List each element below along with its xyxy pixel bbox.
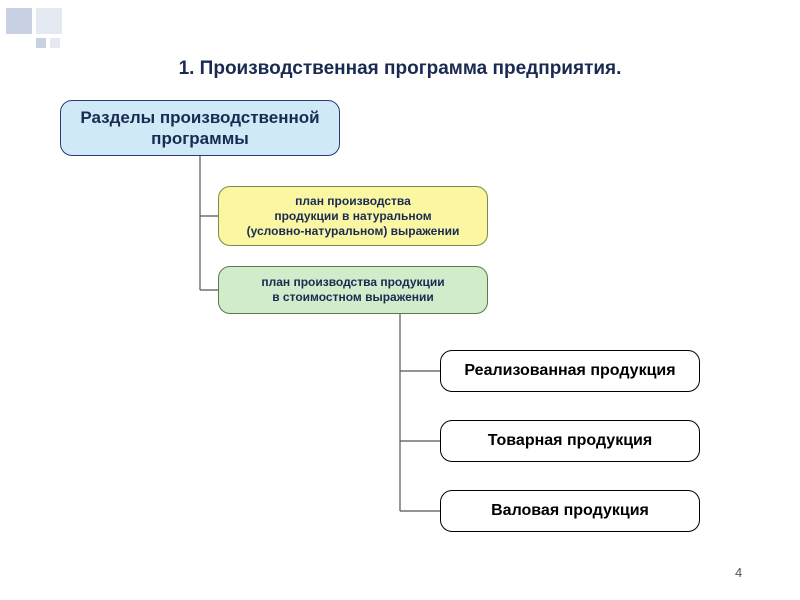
decor-square	[36, 38, 46, 48]
node-root: Разделы производственнойпрограммы	[60, 100, 340, 156]
node-line: Товарная продукция	[488, 431, 652, 451]
node-commodity: Товарная продукция	[440, 420, 700, 462]
decor-square	[6, 8, 32, 34]
node-plan_value: план производства продукциив стоимостном…	[218, 266, 488, 314]
node-line: продукции в натуральном	[274, 209, 431, 224]
decor-square	[50, 38, 60, 48]
node-line: Разделы производственной	[80, 107, 319, 128]
node-line: в стоимостном выражении	[272, 290, 434, 305]
slide-number: 4	[735, 565, 742, 580]
node-line: план производства	[295, 194, 411, 209]
node-gross: Валовая продукция	[440, 490, 700, 532]
node-realized: Реализованная продукция	[440, 350, 700, 392]
node-line: (условно-натуральном) выражении	[247, 224, 460, 239]
decor-square	[36, 8, 62, 34]
diagram-title: 1. Производственная программа предприяти…	[130, 58, 670, 80]
node-plan_natural: план производствапродукции в натуральном…	[218, 186, 488, 246]
node-line: Валовая продукция	[491, 501, 649, 521]
node-line: план производства продукции	[261, 275, 444, 290]
node-line: Реализованная продукция	[464, 361, 675, 381]
node-line: программы	[151, 128, 249, 149]
